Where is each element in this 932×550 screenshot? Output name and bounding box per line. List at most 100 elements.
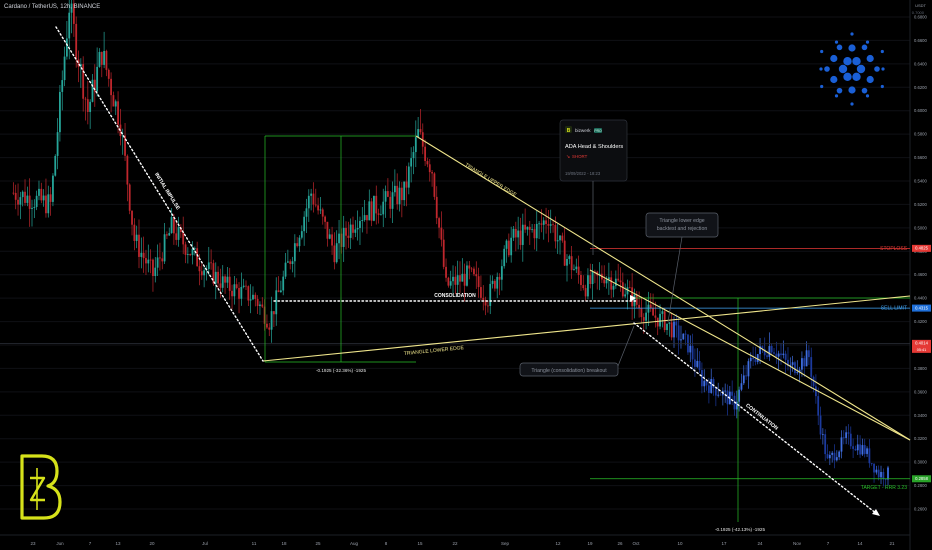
idea-card-badge-bg — [594, 128, 602, 133]
candle — [54, 154, 57, 177]
candle — [563, 227, 566, 267]
candle-body — [342, 227, 345, 247]
candle-body — [717, 394, 720, 396]
candle — [833, 444, 836, 469]
candle — [777, 350, 780, 370]
candle — [589, 263, 592, 289]
candle — [838, 450, 841, 461]
candle — [121, 128, 124, 155]
candle-body — [396, 185, 399, 205]
candle — [719, 392, 722, 396]
candle — [817, 387, 820, 426]
candle-body — [40, 188, 43, 201]
candle-body — [628, 287, 631, 289]
candle-body — [300, 231, 303, 238]
candle — [607, 262, 610, 295]
candle — [26, 186, 29, 207]
candle — [577, 255, 580, 284]
candle-body — [856, 444, 859, 451]
candle-body — [584, 288, 587, 297]
candle-body — [614, 278, 617, 286]
candle — [675, 313, 678, 338]
y-tick-label: 0.4400 — [914, 296, 927, 301]
candle — [584, 284, 587, 301]
candle-body — [524, 224, 527, 230]
candle-body — [547, 224, 550, 226]
candle — [500, 259, 503, 291]
candle-body — [489, 283, 492, 306]
candle-body — [270, 311, 273, 330]
candle-body — [159, 257, 161, 259]
candle-body — [707, 385, 710, 393]
candle-body — [668, 322, 671, 324]
candle-body — [414, 137, 417, 153]
candle-body — [459, 275, 461, 282]
candle — [114, 99, 117, 116]
candle — [845, 426, 848, 445]
candle — [340, 228, 343, 254]
idea-card-box — [559, 119, 628, 182]
candle-body — [61, 80, 64, 92]
candle — [370, 198, 373, 227]
candle — [668, 322, 671, 337]
candle — [742, 365, 745, 386]
candle — [849, 426, 852, 450]
cardano-dot — [852, 72, 861, 81]
x-axis: 23 Jun 7 13 20 Jul 11 18 25 Aug 8 15 22 Sep 12 19 26 Oct 1… — [0, 534, 910, 546]
candle-body — [535, 223, 538, 239]
y-tick-label: 0.3200 — [914, 436, 927, 441]
candle — [689, 335, 692, 363]
initial-impulse-label: INITIAL IMPULSE — [153, 172, 181, 212]
candle — [866, 446, 868, 457]
candle — [754, 346, 757, 366]
candle-body — [366, 215, 368, 221]
candle-body — [419, 129, 422, 133]
candle — [705, 379, 708, 391]
candle — [842, 430, 845, 445]
candle-body — [496, 276, 499, 289]
candle-body — [726, 390, 729, 405]
candle — [135, 225, 138, 249]
candle — [542, 217, 545, 240]
candle — [868, 439, 871, 468]
candle-body — [540, 223, 543, 225]
candle-body — [198, 266, 201, 272]
candle — [112, 91, 115, 107]
candle — [356, 210, 359, 241]
candle — [659, 304, 661, 330]
candle-body — [677, 325, 680, 341]
candle-body — [266, 323, 268, 328]
candle-body — [184, 244, 187, 255]
candle-body — [52, 175, 54, 202]
candle — [398, 181, 401, 212]
candle-body — [766, 355, 768, 357]
candle — [19, 191, 22, 220]
bizwerk-logo-b — [20, 454, 62, 520]
candle — [733, 392, 736, 416]
candle — [463, 263, 466, 302]
candle — [496, 272, 499, 299]
candle — [438, 216, 440, 239]
candle — [407, 162, 410, 195]
candle-body — [221, 276, 224, 288]
candle — [303, 211, 306, 246]
candle-body — [661, 311, 664, 314]
candle — [289, 259, 292, 270]
candle-body — [745, 375, 748, 377]
candle-body — [124, 135, 126, 156]
candle-body — [849, 433, 852, 447]
candle-body — [480, 287, 482, 298]
candle — [63, 46, 66, 87]
candle-body — [91, 79, 94, 102]
candle — [870, 463, 873, 466]
candle-body — [705, 380, 708, 386]
candle-body — [228, 276, 231, 291]
candle-body — [89, 101, 92, 112]
candle-body — [582, 285, 585, 289]
candle-body — [710, 379, 713, 393]
candle — [145, 249, 147, 276]
candle-body — [519, 230, 522, 245]
candle-body — [649, 304, 652, 309]
price-badge-bg — [912, 475, 931, 483]
